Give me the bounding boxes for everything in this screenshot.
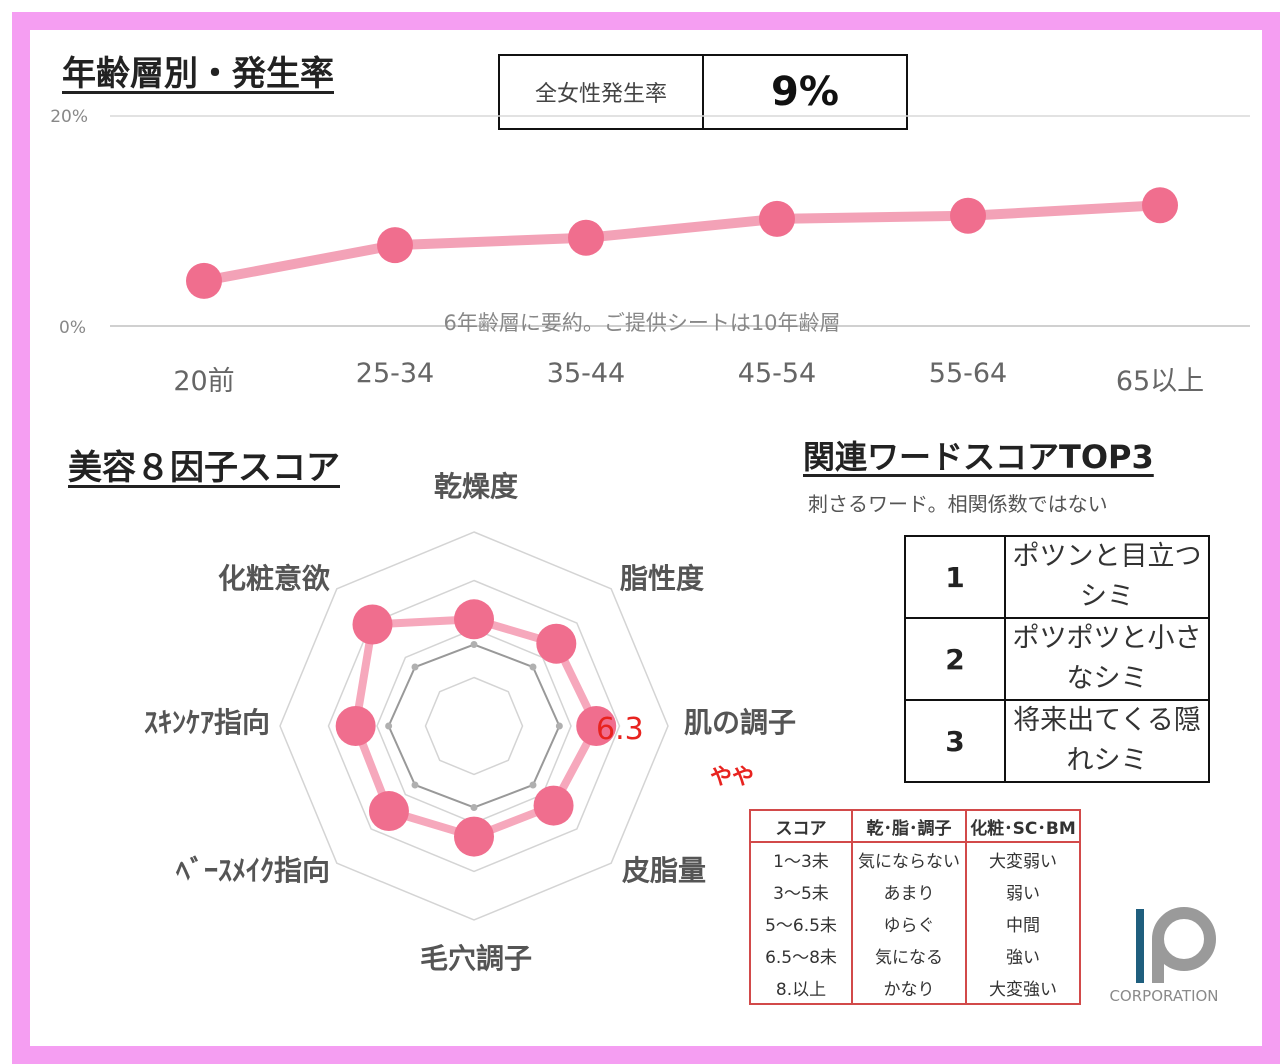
top3-word: ポツンと目立つシミ xyxy=(1004,535,1210,619)
radar-point xyxy=(454,816,494,857)
legend-cell: 6.5～8未 xyxy=(765,947,837,968)
legend-cell: ゆらぐ xyxy=(851,907,966,939)
legend-cell: 強い xyxy=(965,939,1080,971)
score-legend-table: スコア 乾･脂･調子 化粧･SC･BM 1～3未 気にならない 大変弱い 3～5… xyxy=(749,809,1081,1005)
x-tick-label: 25-34 xyxy=(356,358,434,389)
legend-cell: 中間 xyxy=(965,907,1080,939)
radar-point xyxy=(529,781,537,789)
legend-header: スコア xyxy=(750,810,852,843)
top3-word: 将来出てくる隠れシミ xyxy=(1004,699,1210,783)
radar-point xyxy=(352,604,393,645)
top3-word: ポツポツと小さなシミ xyxy=(1004,617,1210,701)
y-tick-label: 20% xyxy=(50,107,88,127)
table-row: 8.以上 かなり 大変強い xyxy=(750,971,1080,1004)
data-point xyxy=(186,262,222,299)
radar-highlight-note: やや xyxy=(710,765,754,790)
table-row: 5～6.5未 ゆらぐ 中間 xyxy=(750,907,1080,939)
legend-header: 乾･脂･調子 xyxy=(851,810,966,843)
legend-cell: 気にならない xyxy=(851,842,966,875)
radar-axis-label: 肌の調子 xyxy=(684,706,796,739)
radar-axis-label: 毛穴調子 xyxy=(420,942,532,975)
radar-grid-ring xyxy=(424,676,524,776)
table-row: 6.5～8未 気になる 強い xyxy=(750,939,1080,971)
table-header-row: スコア 乾･脂･調子 化粧･SC･BM xyxy=(750,810,1080,843)
radar-point xyxy=(533,785,574,826)
logo-stem-shape xyxy=(1152,939,1164,983)
corporation-logo: CORPORATION xyxy=(1109,907,1219,1005)
overall-rate-box: 全女性発生率 9% xyxy=(498,54,908,130)
logo-bar-shape xyxy=(1136,909,1144,983)
logo-ring-shape xyxy=(1152,907,1216,971)
series-line xyxy=(199,200,1165,286)
table-row: 3 将来出てくる隠れシミ xyxy=(904,699,1210,783)
data-point xyxy=(950,197,986,234)
x-tick-label: 35-44 xyxy=(547,358,625,389)
logo-text: CORPORATION xyxy=(1109,987,1218,1005)
table-row: 2 ポツポツと小さなシミ xyxy=(904,617,1210,701)
radar-point xyxy=(536,623,577,664)
radar-axis-label: ﾍﾞｰｽﾒｲｸ指向 xyxy=(175,854,330,887)
legend-cell: かなり xyxy=(851,971,966,1004)
words-section-title: 関連ワードスコアTOP3 xyxy=(803,438,1154,476)
legend-cell: あまり xyxy=(851,875,966,907)
radar-axis-label: ｽｷﾝｹｱ指向 xyxy=(144,706,270,739)
radar-highlight-value: 6.3 xyxy=(596,712,644,747)
legend-cell: 弱い xyxy=(965,875,1080,907)
age-line-chart: 20% 0% 6年齢層に要約。ご提供シートは10年齢層 20前 25-34 35-44 45… xyxy=(50,107,1250,397)
radar-point xyxy=(470,641,478,649)
legend-cell: 5～6.5未 xyxy=(765,915,837,936)
radar-point xyxy=(411,663,419,671)
radar-point xyxy=(454,599,494,640)
legend-cell: 大変弱い xyxy=(965,842,1080,875)
words-note: 刺さるワード。相関係数ではない xyxy=(808,492,1108,516)
age-section-title: 年齢層別・発生率 xyxy=(62,54,334,94)
top3-rank: 2 xyxy=(904,617,1006,701)
legend-header: 化粧･SC･BM xyxy=(965,810,1080,843)
legend-cell: 8.以上 xyxy=(775,979,827,1000)
top3-rank: 3 xyxy=(904,699,1006,783)
top3-rank: 1 xyxy=(904,535,1006,619)
data-point xyxy=(377,227,413,264)
radar-grid-ring xyxy=(279,531,669,921)
radar-point xyxy=(470,803,478,811)
data-point xyxy=(1142,187,1178,224)
radar-point xyxy=(576,706,617,746)
table-row: 1～3未 気にならない 大変弱い xyxy=(750,842,1080,875)
legend-cell: 3～5未 xyxy=(773,883,829,904)
x-tick-label: 65以上 xyxy=(1116,366,1204,397)
radar-point xyxy=(335,706,376,746)
chart-annotation: 6年齢層に要約。ご提供シートは10年齢層 xyxy=(443,311,840,335)
overall-rate-value: 9% xyxy=(771,69,839,115)
radar-grid-ring xyxy=(327,579,621,873)
data-point xyxy=(759,200,795,237)
radar-point xyxy=(385,722,393,730)
overall-rate-label: 全女性発生率 xyxy=(500,56,704,128)
x-tick-label: 45-54 xyxy=(738,358,816,389)
data-point xyxy=(568,219,604,256)
radar-point xyxy=(368,791,409,832)
radar-point xyxy=(529,663,537,671)
legend-cell: 大変強い xyxy=(965,971,1080,1004)
radar-point xyxy=(411,781,419,789)
y-tick-label: 0% xyxy=(59,318,86,338)
radar-axis-label: 脂性度 xyxy=(620,562,704,595)
radar-axis-label: 乾燥度 xyxy=(434,470,518,503)
x-tick-label: 55-64 xyxy=(929,358,1007,389)
radar-axis-label: 皮脂量 xyxy=(622,854,706,887)
table-row: 1 ポツンと目立つシミ xyxy=(904,535,1210,619)
factor-section-title: 美容８因子スコア xyxy=(68,448,340,488)
radar-axis-label: 化粧意欲 xyxy=(218,562,330,595)
x-tick-label: 20前 xyxy=(173,366,234,397)
radar-point xyxy=(555,722,563,730)
top3-table: 1 ポツンと目立つシミ 2 ポツポツと小さなシミ 3 将来出てくる隠れシミ xyxy=(904,535,1210,783)
table-row: 3～5未 あまり 弱い xyxy=(750,875,1080,907)
legend-cell: 1～3未 xyxy=(773,851,829,872)
legend-cell: 気になる xyxy=(851,939,966,971)
